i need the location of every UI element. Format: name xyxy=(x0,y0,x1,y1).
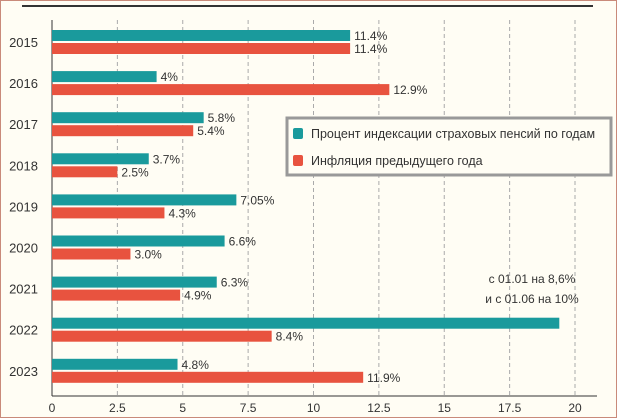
bar-inflation xyxy=(52,43,351,54)
x-tick-label: 7.5 xyxy=(240,401,257,415)
bar-indexation xyxy=(52,276,217,288)
bar-inflation xyxy=(52,207,165,219)
category-label: 2022 xyxy=(9,323,38,338)
bar-indexation xyxy=(52,194,237,206)
data-label: 3.7% xyxy=(153,152,181,166)
data-label: 5.4% xyxy=(197,124,225,138)
bar-inflation xyxy=(52,289,181,301)
data-label: 3.0% xyxy=(134,248,162,262)
data-label: 4.3% xyxy=(168,206,196,220)
bar-indexation xyxy=(52,71,157,83)
category-label: 2023 xyxy=(9,364,38,379)
data-label: 11.4% xyxy=(354,42,387,56)
data-label: 7.05% xyxy=(240,193,274,207)
annotation-text: с 01.01 на 8,6% xyxy=(489,272,576,286)
annotation-text: и с 01.06 на 10% xyxy=(485,292,579,306)
legend-swatch xyxy=(293,155,303,166)
x-tick-label: 2.5 xyxy=(109,401,126,415)
bar-indexation xyxy=(52,30,351,41)
x-tick-label: 12.5 xyxy=(367,401,391,415)
bar-indexation xyxy=(52,317,560,329)
bar-indexation xyxy=(52,112,204,124)
bar-inflation xyxy=(52,248,131,260)
data-label: 12.9% xyxy=(393,83,427,97)
bar-indexation xyxy=(52,235,225,247)
data-label: 4% xyxy=(161,70,179,84)
x-tick-label: 5 xyxy=(179,401,186,415)
data-label: 4.8% xyxy=(182,358,210,372)
data-label: 4.9% xyxy=(184,289,212,303)
category-label: 2019 xyxy=(9,199,38,214)
bar-inflation xyxy=(52,166,118,178)
bar-inflation xyxy=(52,330,272,342)
category-label: 2018 xyxy=(9,158,38,173)
data-label: 5.8% xyxy=(208,111,236,125)
data-label: 11.4% xyxy=(354,29,387,43)
data-label: 8.4% xyxy=(276,330,304,344)
data-label: 6.3% xyxy=(221,276,249,290)
bar-inflation xyxy=(52,125,194,137)
x-tick-label: 20 xyxy=(568,401,582,415)
data-label: 2.5% xyxy=(121,165,149,179)
x-tick-label: 17.5 xyxy=(498,401,522,415)
data-label: 11.9% xyxy=(367,371,400,385)
bar-inflation xyxy=(52,371,364,383)
category-label: 2017 xyxy=(9,117,38,132)
x-tick-label: 10 xyxy=(307,401,321,415)
x-tick-label: 15 xyxy=(438,401,452,415)
category-label: 2021 xyxy=(9,282,38,297)
legend-label: Инфляция предыдущего года xyxy=(311,154,483,168)
category-label: 2016 xyxy=(9,76,38,91)
legend-label: Процент индексации страховых пенсий по г… xyxy=(311,127,595,141)
bar-inflation xyxy=(52,84,390,96)
legend xyxy=(285,116,613,177)
legend-swatch xyxy=(293,128,303,139)
x-tick-label: 0 xyxy=(49,401,56,415)
bar-indexation xyxy=(52,153,149,165)
category-label: 2020 xyxy=(9,241,38,256)
bar-indexation xyxy=(52,358,178,370)
data-label: 6.6% xyxy=(229,235,257,249)
category-label: 2015 xyxy=(9,35,38,50)
